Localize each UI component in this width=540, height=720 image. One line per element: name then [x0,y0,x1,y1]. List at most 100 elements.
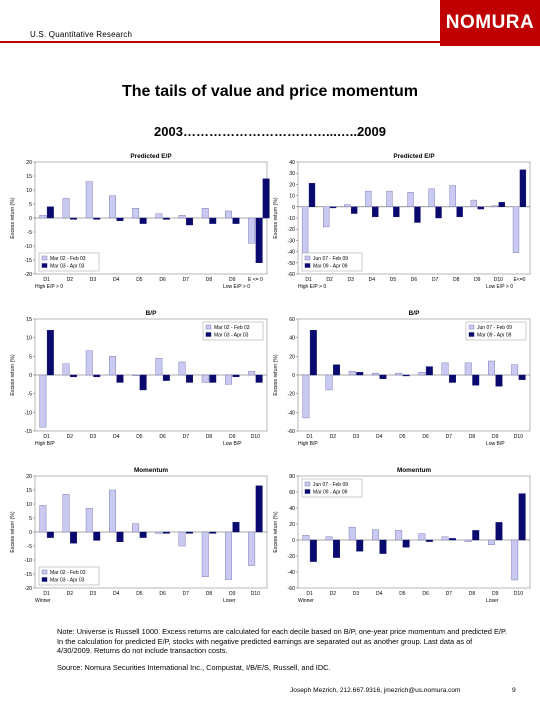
y-tick-label: -60 [288,429,296,435]
bar-series2 [472,530,480,541]
x-tick-label: D8 [469,591,476,597]
bar-series2 [255,485,263,533]
bar-series1 [178,361,186,376]
x-axis-label-left: High B/P [35,441,55,447]
bar-series1 [39,374,47,428]
bar-series2 [116,217,124,221]
y-tick-label: -5 [27,230,32,236]
y-tick-label: -60 [288,586,296,592]
bar-series1 [39,505,47,533]
legend-box [301,478,363,498]
legend-swatch [41,569,48,575]
x-tick-label: E<=0 [513,277,525,283]
x-tick-label: D7 [183,591,190,597]
x-tick-label: D1 [43,434,50,440]
bar-series1 [39,214,47,219]
bar-series1 [225,531,232,580]
bar-series1 [248,217,256,244]
bar-series2 [495,522,503,541]
y-tick-label: -5 [27,392,32,398]
x-tick-label: E <= 0 [248,277,263,283]
y-tick-label: 10 [26,336,32,342]
chart-predicted-ep-2009: -60 -50 -40 -30 -20 -10 0 10 20 30 40 Predicted E/P… [268,148,538,298]
chart-source: Source: Nomura Securities International … [57,663,331,672]
x-tick-label: D6 [422,591,429,597]
legend-swatch [205,324,212,330]
y-tick-label: 10 [26,502,32,508]
bar-series1 [201,531,209,577]
bar-series1 [441,536,449,541]
bar-series2 [70,531,77,544]
bar-series1 [155,213,163,219]
chart-momentum-2009: -60 -40 -20 0 20 40 60 80 Momentum Excess return … [268,462,538,612]
legend-entry: Mar 09 - Apr 09 [313,264,348,270]
top-bar: U.S. Quantitative Research [0,20,540,50]
x-tick-label: D9 [229,277,236,283]
bar-series2 [379,539,387,554]
y-tick-label: -20 [25,586,33,592]
x-axis-label-left: Winner [35,598,51,604]
bar-series1 [201,374,209,383]
chart-note: Note: Universe is Russell 1000. Excess r… [57,627,507,656]
chart-bp-2009: -60 -40 -20 0 20 40 60 B/P Excess return (%) D1 D2… [268,305,538,455]
bar-series1 [511,364,519,376]
bar-series2 [162,374,170,381]
y-tick-label: 20 [289,182,295,188]
y-tick-label: 5 [29,516,32,522]
bar-series2 [518,493,526,541]
x-tick-label: D10 [514,591,523,597]
x-tick-label: D2 [330,434,337,440]
y-tick-label: 0 [292,538,295,544]
x-axis-label-left: High B/P [298,441,318,447]
x-tick-label: D7 [446,591,453,597]
y-tick-label: 40 [289,336,295,342]
x-axis-label-right: Loser [486,598,499,604]
bar-series1 [325,374,333,391]
nomura-logo: NOMURA [440,0,540,46]
legend-entry: Mar 02 - Feb 03 [214,325,250,331]
x-tick-label: D2 [67,591,74,597]
bar-series1 [62,198,70,219]
legend-entry: Jun 07 - Feb 09 [313,256,348,262]
y-tick-label: -15 [25,258,33,264]
legend-entry: Mar 09 - Apr 09 [313,490,348,496]
bar-series1 [201,208,209,219]
y-tick-label: 0 [292,373,295,379]
bar-series2 [356,371,364,376]
x-tick-label: D9 [229,591,236,597]
footer-contact: Joseph Mezrich, 212.667.9316, jmezrich@u… [290,687,461,694]
legend-swatch [205,332,212,337]
x-tick-label: D1 [306,434,313,440]
bar-series2 [46,531,54,538]
x-tick-label: D1 [305,277,312,283]
x-axis-label-left: High E/P > 0 [298,284,326,290]
y-tick-label: 15 [26,317,32,323]
bar-series2 [116,531,124,543]
bar-series1 [395,372,403,376]
y-tick-label: -40 [288,410,296,416]
x-tick-label: D3 [90,591,97,597]
x-tick-label: D2 [67,434,74,440]
legend-entry: Mar 09 - Apr 09 [477,333,512,339]
x-tick-label: D2 [330,591,337,597]
page-number: 9 [512,687,516,694]
legend-entry: Mar 02 - Feb 03 [50,256,86,262]
header-divider [0,41,540,43]
x-tick-label: D5 [390,277,397,283]
x-tick-label: D3 [348,277,355,283]
chart-title: Predicted E/P [393,153,435,160]
y-tick-label: -60 [288,272,296,278]
legend-entry: Mar 03 - Apr 03 [214,333,249,339]
y-axis-label: Excess return (%) [273,354,279,395]
y-tick-label: -20 [288,392,296,398]
bar-series1 [441,362,449,376]
x-tick-label: D6 [159,591,166,597]
legend-entry: Mar 02 - Feb 03 [50,570,86,576]
legend-box [465,321,527,341]
bar-series2 [402,539,410,548]
x-tick-label: D1 [306,591,313,597]
x-tick-label: D5 [136,277,143,283]
bar-series2 [93,217,101,220]
bar-series1 [225,210,232,219]
bar-series1 [372,372,379,376]
